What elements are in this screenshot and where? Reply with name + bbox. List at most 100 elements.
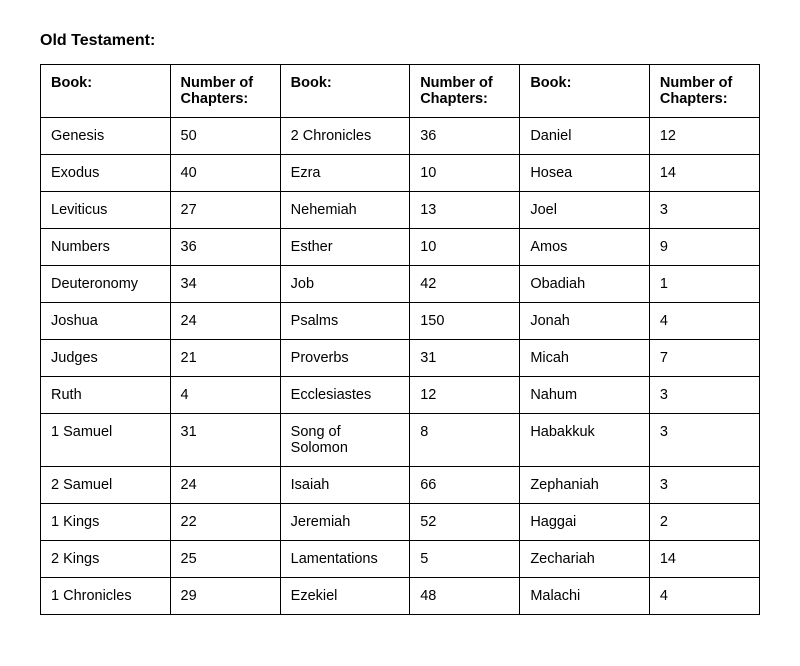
table-cell: Haggai (520, 504, 650, 541)
table-cell: 29 (170, 578, 280, 615)
page-title: Old Testament: (40, 32, 760, 50)
table-cell: 31 (170, 414, 280, 467)
table-cell: 13 (410, 192, 520, 229)
table-cell: 5 (410, 541, 520, 578)
table-cell: 40 (170, 155, 280, 192)
table-cell: 10 (410, 155, 520, 192)
table-cell: Ezekiel (280, 578, 410, 615)
table-cell: Genesis (41, 118, 171, 155)
table-cell: Song of Solomon (280, 414, 410, 467)
table-row: 2 Samuel24Isaiah66Zephaniah3 (41, 467, 760, 504)
column-header: Number of Chapters: (170, 65, 280, 118)
table-cell: Lamentations (280, 541, 410, 578)
column-header: Number of Chapters: (649, 65, 759, 118)
table-cell: 1 (649, 266, 759, 303)
column-header: Book: (520, 65, 650, 118)
table-cell: 1 Kings (41, 504, 171, 541)
table-cell: Isaiah (280, 467, 410, 504)
table-row: Joshua24Psalms150Jonah4 (41, 303, 760, 340)
table-body: Genesis502 Chronicles36Daniel12Exodus40E… (41, 118, 760, 615)
table-cell: Malachi (520, 578, 650, 615)
table-cell: 2 Samuel (41, 467, 171, 504)
table-cell: 14 (649, 541, 759, 578)
table-cell: Joel (520, 192, 650, 229)
table-cell: 7 (649, 340, 759, 377)
column-header: Book: (41, 65, 171, 118)
table-cell: Ezra (280, 155, 410, 192)
table-cell: 4 (649, 303, 759, 340)
table-cell: 2 (649, 504, 759, 541)
table-row: Genesis502 Chronicles36Daniel12 (41, 118, 760, 155)
table-header: Book:Number of Chapters:Book:Number of C… (41, 65, 760, 118)
table-cell: 2 Chronicles (280, 118, 410, 155)
table-cell: Hosea (520, 155, 650, 192)
table-cell: Leviticus (41, 192, 171, 229)
table-row: Deuteronomy34Job42Obadiah1 (41, 266, 760, 303)
table-row: Numbers36Esther10Amos9 (41, 229, 760, 266)
table-cell: 4 (649, 578, 759, 615)
table-cell: 27 (170, 192, 280, 229)
column-header: Book: (280, 65, 410, 118)
table-row: Judges21Proverbs31Micah7 (41, 340, 760, 377)
table-cell: 14 (649, 155, 759, 192)
table-cell: 24 (170, 303, 280, 340)
table-cell: Ecclesiastes (280, 377, 410, 414)
table-cell: Psalms (280, 303, 410, 340)
table-cell: 8 (410, 414, 520, 467)
table-cell: Jonah (520, 303, 650, 340)
table-cell: Obadiah (520, 266, 650, 303)
table-row: 1 Kings22Jeremiah52Haggai2 (41, 504, 760, 541)
table-cell: 36 (170, 229, 280, 266)
table-cell: Ruth (41, 377, 171, 414)
table-cell: 24 (170, 467, 280, 504)
table-cell: Deuteronomy (41, 266, 171, 303)
table-cell: 10 (410, 229, 520, 266)
table-cell: 150 (410, 303, 520, 340)
table-cell: Amos (520, 229, 650, 266)
table-cell: 3 (649, 414, 759, 467)
table-cell: 34 (170, 266, 280, 303)
table-cell: Zephaniah (520, 467, 650, 504)
table-row: 2 Kings25Lamentations5Zechariah14 (41, 541, 760, 578)
table-cell: Exodus (41, 155, 171, 192)
table-cell: Judges (41, 340, 171, 377)
table-cell: Nahum (520, 377, 650, 414)
table-cell: 36 (410, 118, 520, 155)
table-cell: Habakkuk (520, 414, 650, 467)
table-cell: 22 (170, 504, 280, 541)
table-cell: 1 Samuel (41, 414, 171, 467)
table-cell: Numbers (41, 229, 171, 266)
table-cell: Zechariah (520, 541, 650, 578)
table-row: 1 Chronicles29Ezekiel48Malachi4 (41, 578, 760, 615)
table-cell: Daniel (520, 118, 650, 155)
table-cell: 9 (649, 229, 759, 266)
table-cell: 12 (410, 377, 520, 414)
table-cell: 31 (410, 340, 520, 377)
table-cell: Proverbs (280, 340, 410, 377)
table-cell: 66 (410, 467, 520, 504)
table-cell: Joshua (41, 303, 171, 340)
table-cell: 25 (170, 541, 280, 578)
table-cell: 42 (410, 266, 520, 303)
table-row: Exodus40Ezra10Hosea14 (41, 155, 760, 192)
table-cell: Micah (520, 340, 650, 377)
table-cell: 12 (649, 118, 759, 155)
table-cell: 52 (410, 504, 520, 541)
table-cell: 4 (170, 377, 280, 414)
table-cell: 3 (649, 377, 759, 414)
table-row: 1 Samuel31Song of Solomon8Habakkuk3 (41, 414, 760, 467)
table-cell: 1 Chronicles (41, 578, 171, 615)
table-cell: 3 (649, 467, 759, 504)
table-row: Ruth4Ecclesiastes12Nahum3 (41, 377, 760, 414)
table-cell: 2 Kings (41, 541, 171, 578)
table-cell: Esther (280, 229, 410, 266)
table-row: Leviticus27Nehemiah13Joel3 (41, 192, 760, 229)
table-cell: 3 (649, 192, 759, 229)
table-cell: Job (280, 266, 410, 303)
table-cell: Nehemiah (280, 192, 410, 229)
table-cell: Jeremiah (280, 504, 410, 541)
table-cell: 50 (170, 118, 280, 155)
table-cell: 48 (410, 578, 520, 615)
column-header: Number of Chapters: (410, 65, 520, 118)
books-table: Book:Number of Chapters:Book:Number of C… (40, 64, 760, 615)
